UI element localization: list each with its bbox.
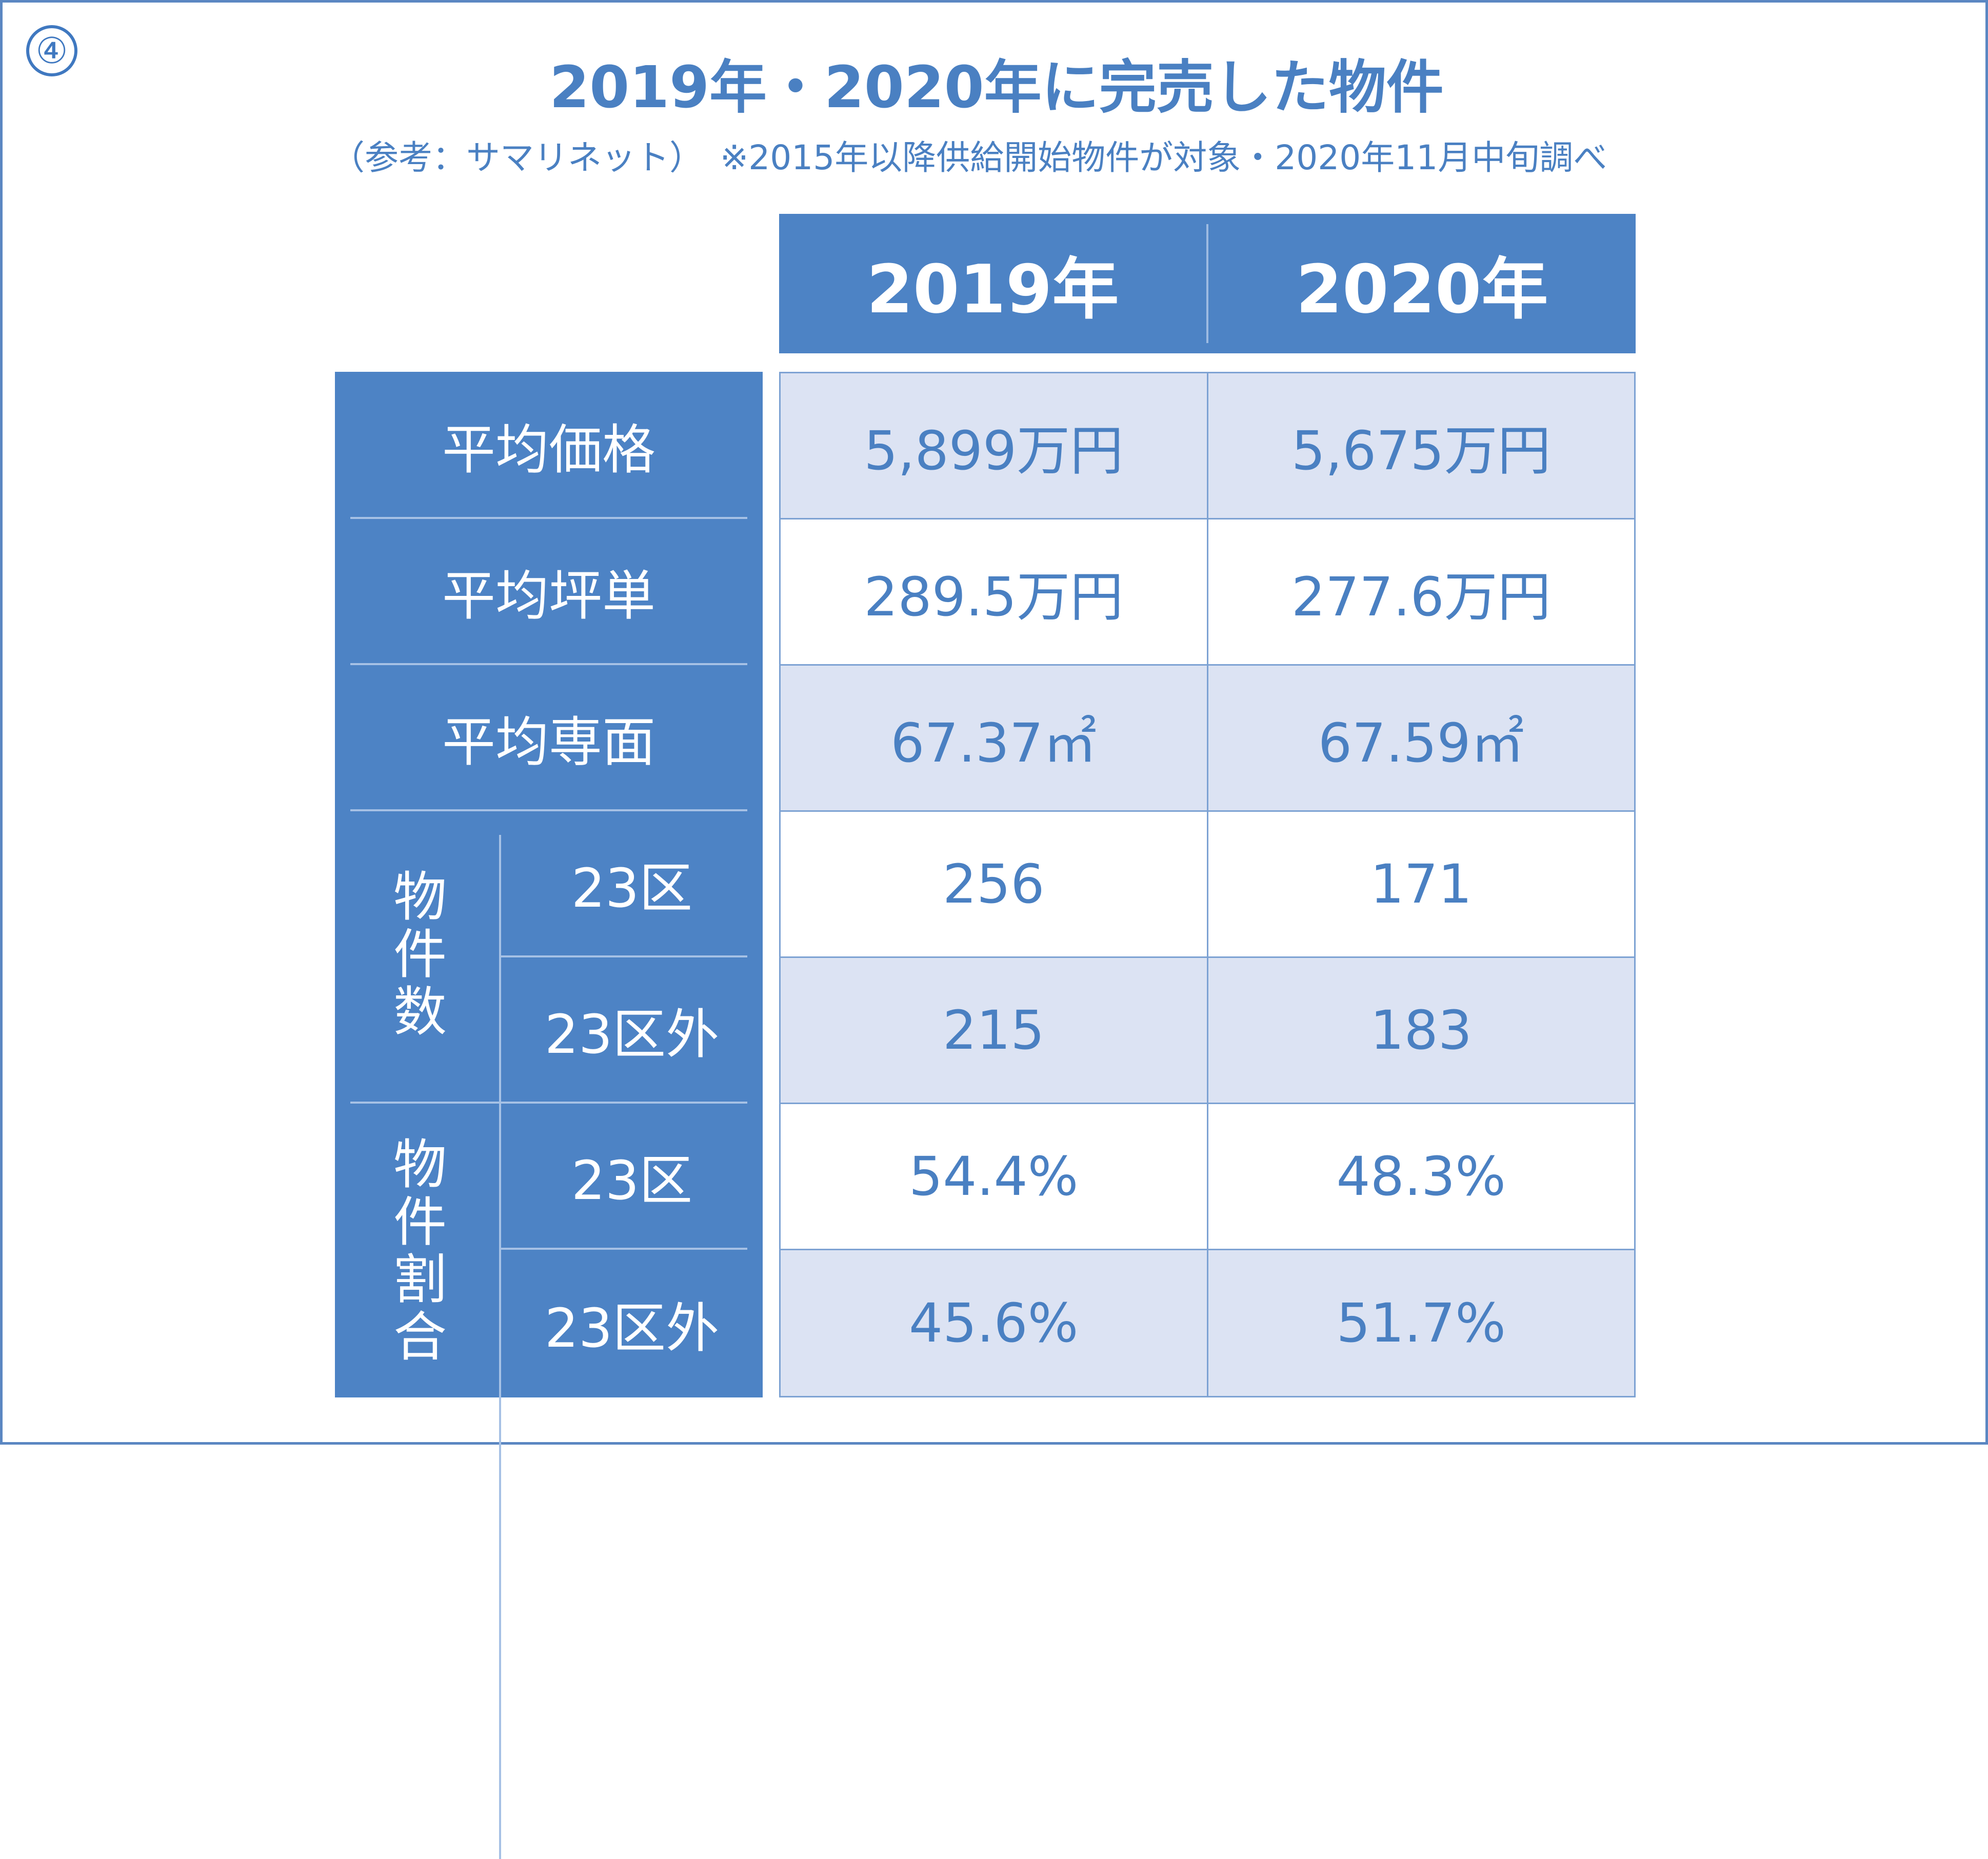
group-char: 数 bbox=[393, 981, 447, 1043]
group-divider-vertical bbox=[499, 835, 501, 1859]
column-header-divider bbox=[1206, 224, 1208, 343]
table-row: 54.4% 48.3% bbox=[781, 1104, 1634, 1250]
group-char: 件 bbox=[393, 1191, 447, 1253]
table-row: 215 183 bbox=[781, 958, 1634, 1104]
cell-average-unit-price-2019: 289.5万円 bbox=[781, 519, 1208, 666]
cell-ratio-23ku-outside-2020: 51.7% bbox=[1208, 1250, 1634, 1396]
group-char: 合 bbox=[393, 1306, 447, 1368]
cell-count-23ku-outside-2019: 215 bbox=[781, 958, 1208, 1104]
row-divider bbox=[501, 1248, 747, 1250]
row-sublabel-23ku: 23区 bbox=[571, 857, 693, 919]
data-table: 5,899万円 5,675万円 289.5万円 277.6万円 67.37㎡ 6… bbox=[779, 372, 1636, 1397]
group-char: 物 bbox=[393, 1133, 447, 1196]
cell-average-area-2020: 67.59㎡ bbox=[1208, 666, 1634, 812]
cell-average-unit-price-2020: 277.6万円 bbox=[1208, 519, 1634, 666]
group-char: 割 bbox=[393, 1248, 447, 1311]
table-row: 289.5万円 277.6万円 bbox=[781, 519, 1634, 666]
group-char: 物 bbox=[393, 866, 447, 928]
column-header-2020: 2020年 bbox=[1296, 250, 1548, 328]
row-divider bbox=[350, 517, 747, 519]
row-divider bbox=[350, 663, 747, 665]
column-header-bar: 2019年 2020年 bbox=[779, 214, 1636, 353]
cell-average-area-2019: 67.37㎡ bbox=[781, 666, 1208, 812]
page-title: 2019年・2020年に完売した物件 bbox=[549, 54, 1444, 121]
slide-number-badge: ④ bbox=[26, 25, 77, 76]
row-group-label-property-ratio: 物 件 割 合 bbox=[379, 1136, 461, 1366]
column-header-2019: 2019年 bbox=[866, 250, 1119, 328]
cell-ratio-23ku-2019: 54.4% bbox=[781, 1104, 1208, 1250]
row-label-average-unit-price: 平均坪単 bbox=[442, 565, 655, 627]
cell-average-price-2020: 5,675万円 bbox=[1208, 373, 1634, 519]
row-sublabel-23ku: 23区 bbox=[571, 1149, 693, 1212]
row-label-average-price: 平均価格 bbox=[442, 418, 655, 481]
table-row: 45.6% 51.7% bbox=[781, 1250, 1634, 1396]
table-row: 256 171 bbox=[781, 812, 1634, 958]
row-divider bbox=[350, 1102, 747, 1104]
table-row: 67.37㎡ 67.59㎡ bbox=[781, 666, 1634, 812]
table-row: 5,899万円 5,675万円 bbox=[781, 373, 1634, 519]
row-header-panel: 平均価格 平均坪単 平均専面 物 件 数 23区 23区外 物 件 割 合 23… bbox=[335, 372, 763, 1859]
row-group-label-property-count: 物 件 数 bbox=[379, 868, 461, 1041]
row-divider bbox=[501, 955, 747, 957]
cell-count-23ku-outside-2020: 183 bbox=[1208, 958, 1634, 1104]
row-divider bbox=[350, 809, 747, 811]
page-subtitle: （参考：サマリネット） ※2015年以降供給開始物件が対象・2020年11月中旬… bbox=[331, 138, 1607, 177]
cell-count-23ku-2020: 171 bbox=[1208, 812, 1634, 958]
row-label-average-area: 平均専面 bbox=[442, 711, 655, 773]
cell-count-23ku-2019: 256 bbox=[781, 812, 1208, 958]
cell-ratio-23ku-outside-2019: 45.6% bbox=[781, 1250, 1208, 1396]
row-sublabel-23ku-outside: 23区外 bbox=[544, 1003, 720, 1066]
row-sublabel-23ku-outside: 23区外 bbox=[544, 1296, 720, 1360]
cell-ratio-23ku-2020: 48.3% bbox=[1208, 1104, 1634, 1250]
cell-average-price-2019: 5,899万円 bbox=[781, 373, 1208, 519]
group-char: 件 bbox=[393, 923, 447, 986]
